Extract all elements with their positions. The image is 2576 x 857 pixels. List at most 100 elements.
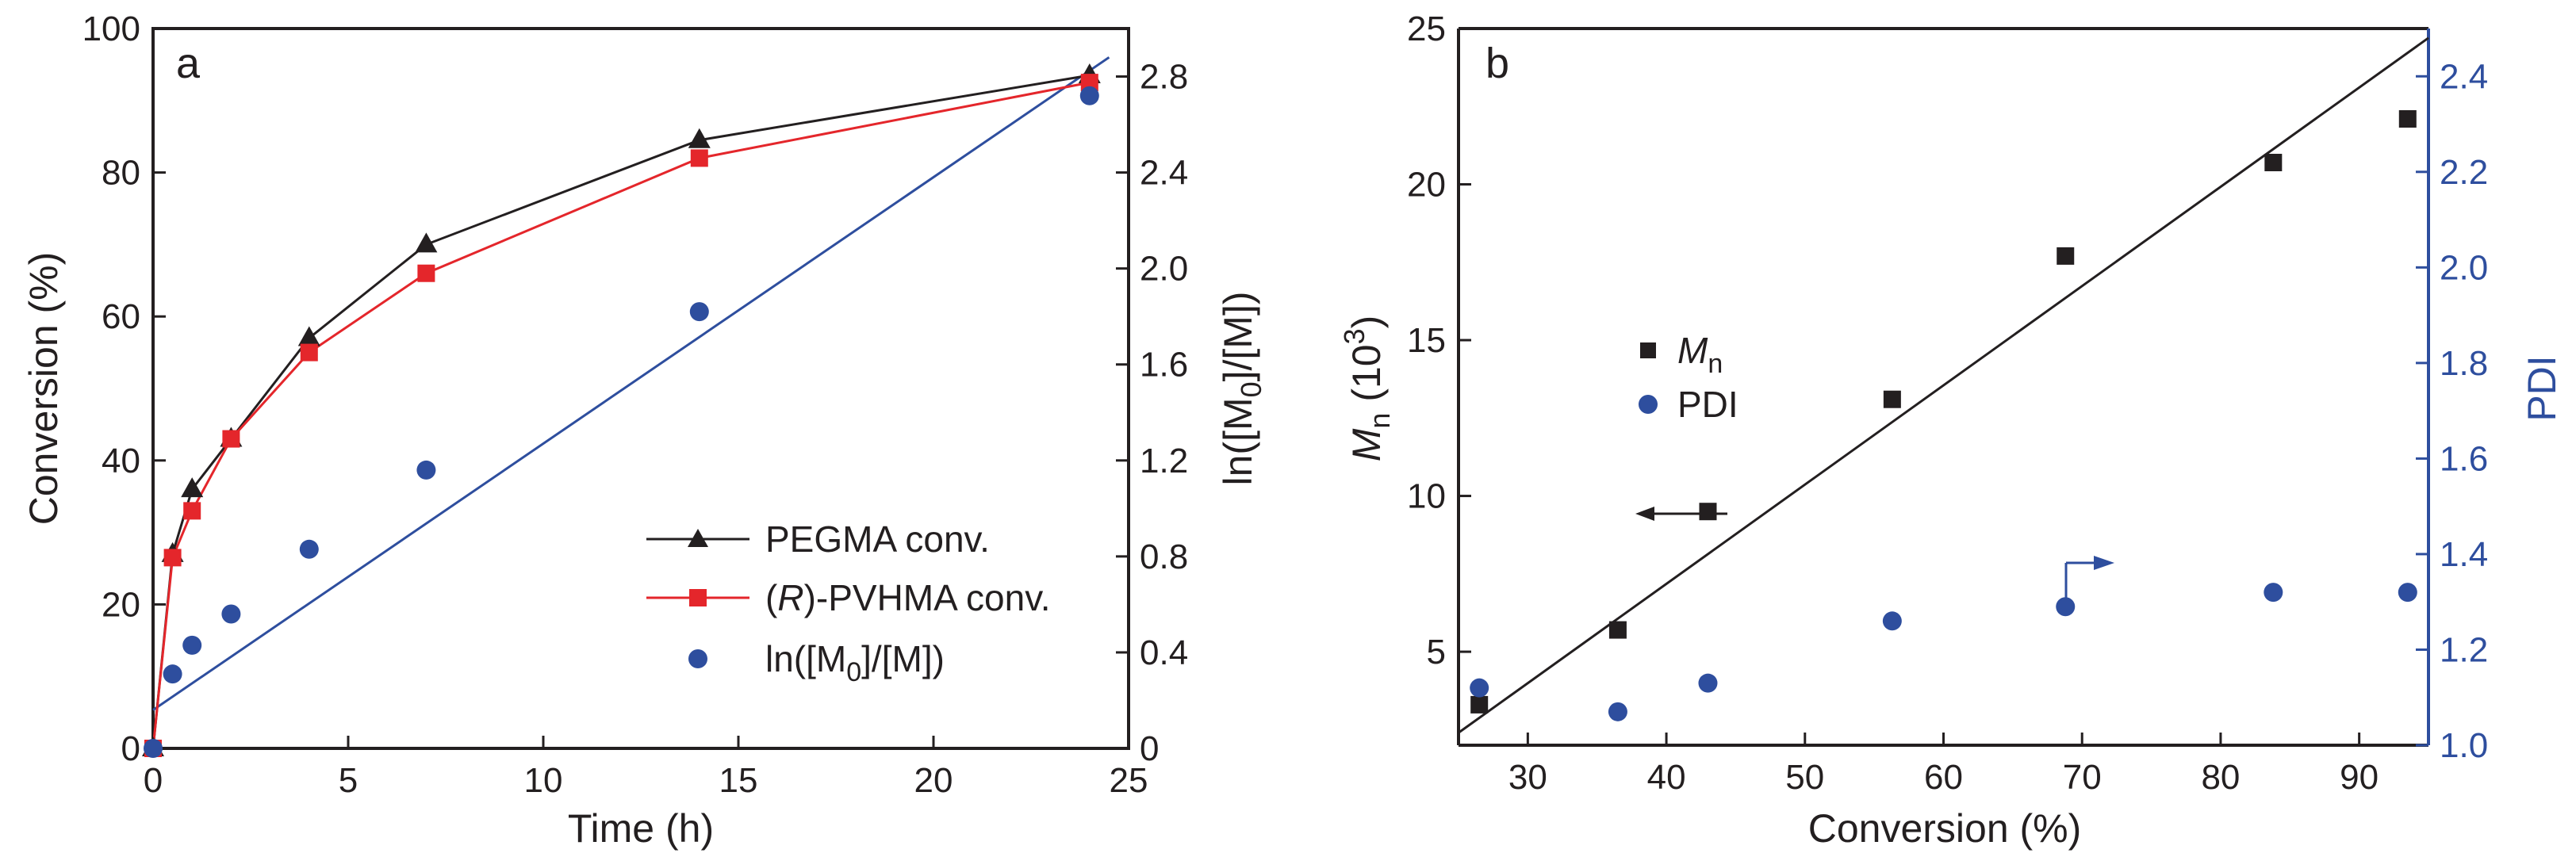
- x-tick-label: 60: [1924, 758, 1963, 797]
- panel-a-y2-title-subscript: 0: [1235, 381, 1267, 397]
- data-point-circle: [1079, 86, 1099, 105]
- data-point-circle: [299, 539, 319, 559]
- y2-tick-label: 1.6: [2440, 439, 2488, 478]
- panel-b-ticks: [1459, 27, 2428, 747]
- x-tick-label: 50: [1785, 758, 1824, 797]
- legend-label-subscript: n: [1708, 349, 1723, 379]
- data-point-square: [183, 502, 201, 520]
- y2-tick-label: 1.4: [2440, 535, 2488, 574]
- data-point-circle: [1698, 673, 1718, 693]
- legend-label-part: )-PVHMA conv.: [804, 577, 1051, 618]
- y2-tick-label: 2.0: [2440, 248, 2488, 287]
- legend-label-ln: ln([M0]/[M]): [765, 638, 945, 687]
- x-tick-label: 0: [144, 761, 163, 800]
- legend-marker-mn: [1640, 342, 1656, 358]
- data-point-square: [1080, 74, 1098, 92]
- legend-label-pdi: PDI: [1677, 384, 1738, 425]
- legend-label-italic: M: [1677, 330, 1708, 371]
- legend-label-mn: Mn: [1677, 330, 1723, 379]
- panel-b-lines: [1458, 36, 2429, 734]
- x-tick-label: 15: [719, 761, 758, 800]
- data-point-circle: [144, 739, 163, 758]
- x-tick-label: 40: [1647, 758, 1686, 797]
- legend-marker-pegma: [688, 529, 708, 547]
- legend-label-part: (: [765, 577, 778, 618]
- legend-label-subscript: 0: [846, 657, 861, 687]
- data-point-circle: [163, 664, 182, 684]
- panel-a: a 0 5 10 15 20 2502040608010000.40.81.21.62.0…: [21, 10, 1267, 851]
- legend-label-part: ln([M: [765, 638, 846, 679]
- fit-line: [152, 56, 1110, 711]
- y2-tick-label: 1.6: [1140, 346, 1188, 385]
- data-point-square: [1608, 621, 1627, 639]
- data-point-circle: [182, 635, 202, 655]
- panel-a-legend: PEGMA conv. (R)-PVHMA conv. ln([M0]/[M]): [646, 518, 1051, 687]
- data-point-circle: [1470, 678, 1489, 698]
- panel-b-y-axis-title: Mn (103): [1338, 316, 1396, 462]
- data-point-square: [300, 343, 318, 362]
- data-point-circle: [416, 460, 436, 480]
- right-axis-arrow: [2064, 556, 2114, 599]
- x-tick-label: 25: [1110, 761, 1148, 800]
- panel-b-y-title-subscript: n: [1363, 413, 1396, 429]
- legend-marker-pvhma: [689, 589, 707, 606]
- data-point-square: [2398, 109, 2417, 128]
- data-point-square: [690, 149, 708, 167]
- panel-b: b 30 40 50 60 70 80 90 5 10 15 20 25 1.0 1.2 1.4 1.6 1.8…: [1338, 10, 2564, 851]
- data-point-square: [1883, 390, 1901, 408]
- y2-tick-label: 0.4: [1140, 633, 1188, 672]
- fit-line: [1458, 36, 2429, 734]
- y-tick-label: 0: [121, 729, 140, 768]
- panel-a-ticks: [151, 27, 1130, 750]
- y2-tick-label: 1.2: [2440, 630, 2488, 669]
- x-tick-label: 70: [2063, 758, 2102, 797]
- data-point-square: [2264, 154, 2283, 172]
- y-tick-label: 20: [102, 585, 140, 624]
- panel-b-y-title-superscript: 3: [1338, 328, 1370, 344]
- y-tick-label: 100: [82, 10, 140, 48]
- data-point-circle: [1882, 611, 1902, 631]
- y-tick-label: 10: [1407, 477, 1446, 516]
- x-tick-label: 30: [1508, 758, 1547, 797]
- panel-b-legend: Mn PDI: [1639, 330, 1738, 425]
- data-point-square: [1470, 695, 1489, 714]
- data-point-square: [163, 549, 182, 567]
- y-tick-label: 25: [1407, 10, 1446, 48]
- y2-tick-label: 0.8: [1140, 538, 1188, 576]
- panel-a-y2-title-part: ]/[M]): [1216, 291, 1260, 381]
- legend-marker-ln: [688, 649, 707, 668]
- y2-tick-label: 1.2: [1140, 442, 1188, 480]
- panel-b-y-title-part: ): [1344, 316, 1389, 329]
- panel-a-lines: [151, 56, 1110, 749]
- panel-b-tick-labels: 30 40 50 60 70 80 90 5 10 15 20 25 1.0 1.2 1.4 1.6 1.8 2.…: [1407, 10, 2488, 797]
- data-point-triangle: [415, 232, 438, 253]
- legend-label-pegma: PEGMA conv.: [765, 518, 990, 560]
- data-point-triangle: [688, 128, 711, 148]
- y-tick-label: 40: [102, 442, 140, 480]
- y-tick-label: 5: [1427, 633, 1446, 671]
- y-tick-label: 80: [102, 154, 140, 193]
- panel-b-y2-axis-title: PDI: [2520, 355, 2564, 421]
- x-tick-label: 20: [914, 761, 953, 800]
- panel-a-plot-frame: [151, 27, 1130, 750]
- data-point-square: [1699, 503, 1717, 521]
- data-point-circle: [689, 302, 709, 322]
- data-point-triangle: [297, 326, 320, 346]
- legend-marker-pdi: [1639, 395, 1658, 414]
- panel-a-tick-labels: 0 5 10 15 20 2502040608010000.40.81.21.62.02.…: [82, 10, 1189, 800]
- x-tick-label: 80: [2201, 758, 2240, 797]
- legend-label-pvhma: (R)-PVHMA conv.: [765, 577, 1051, 618]
- data-point-circle: [2398, 583, 2417, 603]
- series-line-1: [151, 81, 1091, 749]
- panel-b-label: b: [1485, 40, 1509, 87]
- data-point-circle: [1608, 702, 1627, 721]
- panel-a-y2-title-part: ln([M: [1216, 397, 1260, 485]
- y2-tick-label: 2.4: [2440, 57, 2488, 96]
- panel-a-label: a: [176, 40, 201, 87]
- data-point-square: [2057, 247, 2075, 265]
- panel-b-x-axis-title: Conversion (%): [1808, 806, 2082, 851]
- panel-a-markers: [142, 63, 1101, 758]
- data-point-circle: [2056, 597, 2076, 617]
- panel-b-y-title-italic: M: [1344, 428, 1389, 461]
